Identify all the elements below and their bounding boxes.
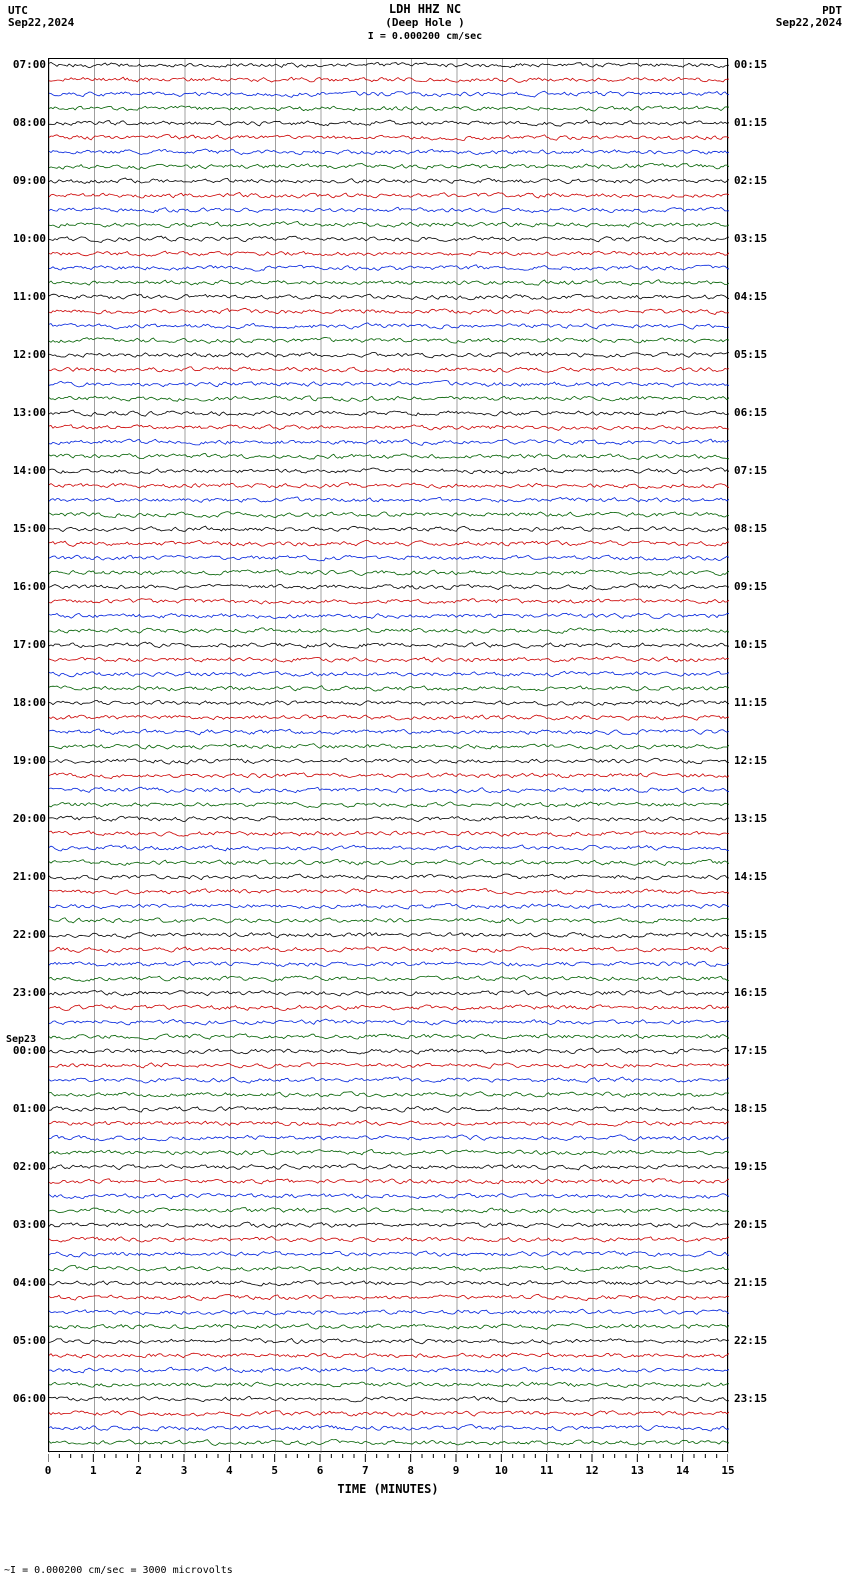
right-hour-2015: 20:15	[734, 1218, 767, 1231]
footer-scale: ~I = 0.000200 cm/sec = 3000 microvolts	[4, 1565, 233, 1576]
right-hour-1115: 11:15	[734, 696, 767, 709]
left-hour-1300: 13:00	[13, 406, 46, 419]
x-tick-6: 6	[317, 1464, 324, 1477]
footer-text: = 0.000200 cm/sec = 3000 microvolts	[22, 1565, 233, 1576]
left-hour-0800: 08:00	[13, 116, 46, 129]
right-hour-0815: 08:15	[734, 522, 767, 535]
x-tick-12: 12	[585, 1464, 598, 1477]
right-hour-1215: 12:15	[734, 754, 767, 767]
right-hour-2115: 21:15	[734, 1276, 767, 1289]
x-tick-4: 4	[226, 1464, 233, 1477]
x-tick-3: 3	[181, 1464, 188, 1477]
right-hour-1915: 19:15	[734, 1160, 767, 1173]
right-hour-0515: 05:15	[734, 348, 767, 361]
right-hour-1815: 18:15	[734, 1102, 767, 1115]
x-tick-11: 11	[540, 1464, 553, 1477]
x-tick-1: 1	[90, 1464, 97, 1477]
right-hour-2315: 23:15	[734, 1392, 767, 1405]
station-title: LDH HHZ NC	[0, 2, 850, 16]
x-axis-title: TIME (MINUTES)	[48, 1482, 728, 1496]
x-tick-10: 10	[495, 1464, 508, 1477]
x-tick-9: 9	[453, 1464, 460, 1477]
left-hour-1700: 17:00	[13, 638, 46, 651]
left-hour-1600: 16:00	[13, 580, 46, 593]
scale-label: I = 0.000200 cm/sec	[0, 31, 850, 42]
left-hour-1400: 14:00	[13, 464, 46, 477]
right-hour-0915: 09:15	[734, 580, 767, 593]
left-hour-2000: 20:00	[13, 812, 46, 825]
right-hour-0115: 01:15	[734, 116, 767, 129]
left-hour-0100: 01:00	[13, 1102, 46, 1115]
x-tick-8: 8	[407, 1464, 414, 1477]
x-tick-13: 13	[631, 1464, 644, 1477]
right-hour-0715: 07:15	[734, 464, 767, 477]
left-hour-2100: 21:00	[13, 870, 46, 883]
left-hour-2200: 22:00	[13, 928, 46, 941]
left-hour-2300: 23:00	[13, 986, 46, 999]
left-hour-1500: 15:00	[13, 522, 46, 535]
x-tick-0: 0	[45, 1464, 52, 1477]
right-hour-0015: 00:15	[734, 58, 767, 71]
right-hour-1615: 16:15	[734, 986, 767, 999]
left-hour-1000: 10:00	[13, 232, 46, 245]
x-tick-14: 14	[676, 1464, 689, 1477]
x-tick-15: 15	[721, 1464, 734, 1477]
left-hour-0200: 02:00	[13, 1160, 46, 1173]
right-hour-0315: 03:15	[734, 232, 767, 245]
station-subtitle: (Deep Hole )	[0, 16, 850, 29]
x-tick-2: 2	[135, 1464, 142, 1477]
right-hour-0415: 04:15	[734, 290, 767, 303]
header: LDH HHZ NC (Deep Hole ) I = 0.000200 cm/…	[0, 2, 850, 42]
scale-glyph: I	[368, 31, 374, 42]
right-hour-0215: 02:15	[734, 174, 767, 187]
left-hour-1100: 11:00	[13, 290, 46, 303]
footer-glyph: ~I	[4, 1565, 16, 1576]
right-hour-1415: 14:15	[734, 870, 767, 883]
right-hour-1715: 17:15	[734, 1044, 767, 1057]
seismogram-plot	[48, 58, 728, 1452]
left-hour-1800: 18:00	[13, 696, 46, 709]
x-tick-7: 7	[362, 1464, 369, 1477]
left-hour-1900: 19:00	[13, 754, 46, 767]
left-hour-0700: 07:00	[13, 58, 46, 71]
left-hour-0500: 05:00	[13, 1334, 46, 1347]
left-hour-0400: 04:00	[13, 1276, 46, 1289]
left-hour-0900: 09:00	[13, 174, 46, 187]
right-hour-2215: 22:15	[734, 1334, 767, 1347]
right-hour-1315: 13:15	[734, 812, 767, 825]
right-hour-1515: 15:15	[734, 928, 767, 941]
left-hour-0000: 00:00	[13, 1044, 46, 1057]
x-tick-5: 5	[271, 1464, 278, 1477]
scale-text: = 0.000200 cm/sec	[380, 31, 482, 42]
right-hour-0615: 06:15	[734, 406, 767, 419]
left-hour-1200: 12:00	[13, 348, 46, 361]
left-hour-0300: 03:00	[13, 1218, 46, 1231]
left-hour-0600: 06:00	[13, 1392, 46, 1405]
right-hour-1015: 10:15	[734, 638, 767, 651]
